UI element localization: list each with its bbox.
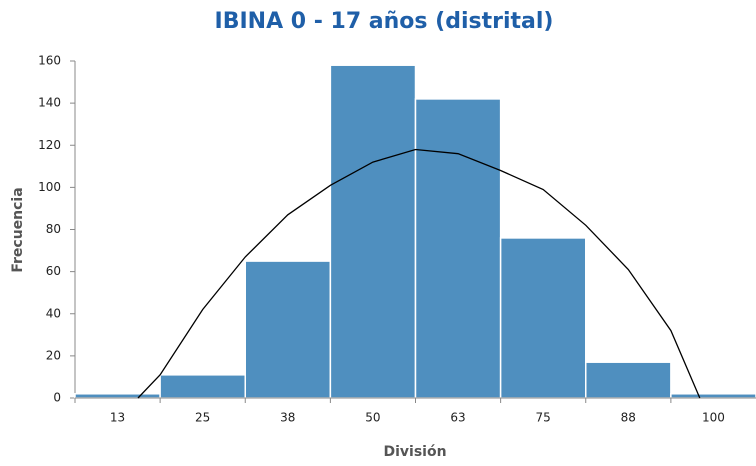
x-tick-label: 50 <box>365 411 380 425</box>
x-tick-label: 88 <box>621 411 636 425</box>
y-axis-title: Frecuencia <box>10 187 26 272</box>
chart-title: IBINA 0 - 17 años (distrital) <box>215 9 554 34</box>
x-tick-label: 38 <box>280 411 295 425</box>
bar <box>414 98 502 399</box>
y-tick-label: 0 <box>53 391 61 405</box>
x-tick-label: 13 <box>110 411 125 425</box>
bar <box>499 237 587 399</box>
y-tick-label: 40 <box>46 306 61 320</box>
bar <box>244 260 332 399</box>
bar <box>670 393 756 399</box>
x-tick-label: 100 <box>702 411 725 425</box>
y-tick-label: 140 <box>38 96 61 110</box>
fit-curve <box>137 148 701 399</box>
x-tick-label: 75 <box>536 411 551 425</box>
y-tick-label: 120 <box>38 138 61 152</box>
y-tick-label: 60 <box>46 264 61 278</box>
x-axis-title: División <box>383 444 446 460</box>
bar <box>329 64 417 399</box>
y-tick-label: 100 <box>38 180 61 194</box>
x-tick-label: 25 <box>195 411 210 425</box>
y-tick-label: 20 <box>46 348 61 362</box>
y-tick-label: 80 <box>46 222 61 236</box>
x-tick-label: 63 <box>450 411 465 425</box>
bar <box>585 361 672 399</box>
bar <box>74 393 161 399</box>
bar <box>159 374 246 399</box>
y-tick-label: 160 <box>38 54 61 68</box>
